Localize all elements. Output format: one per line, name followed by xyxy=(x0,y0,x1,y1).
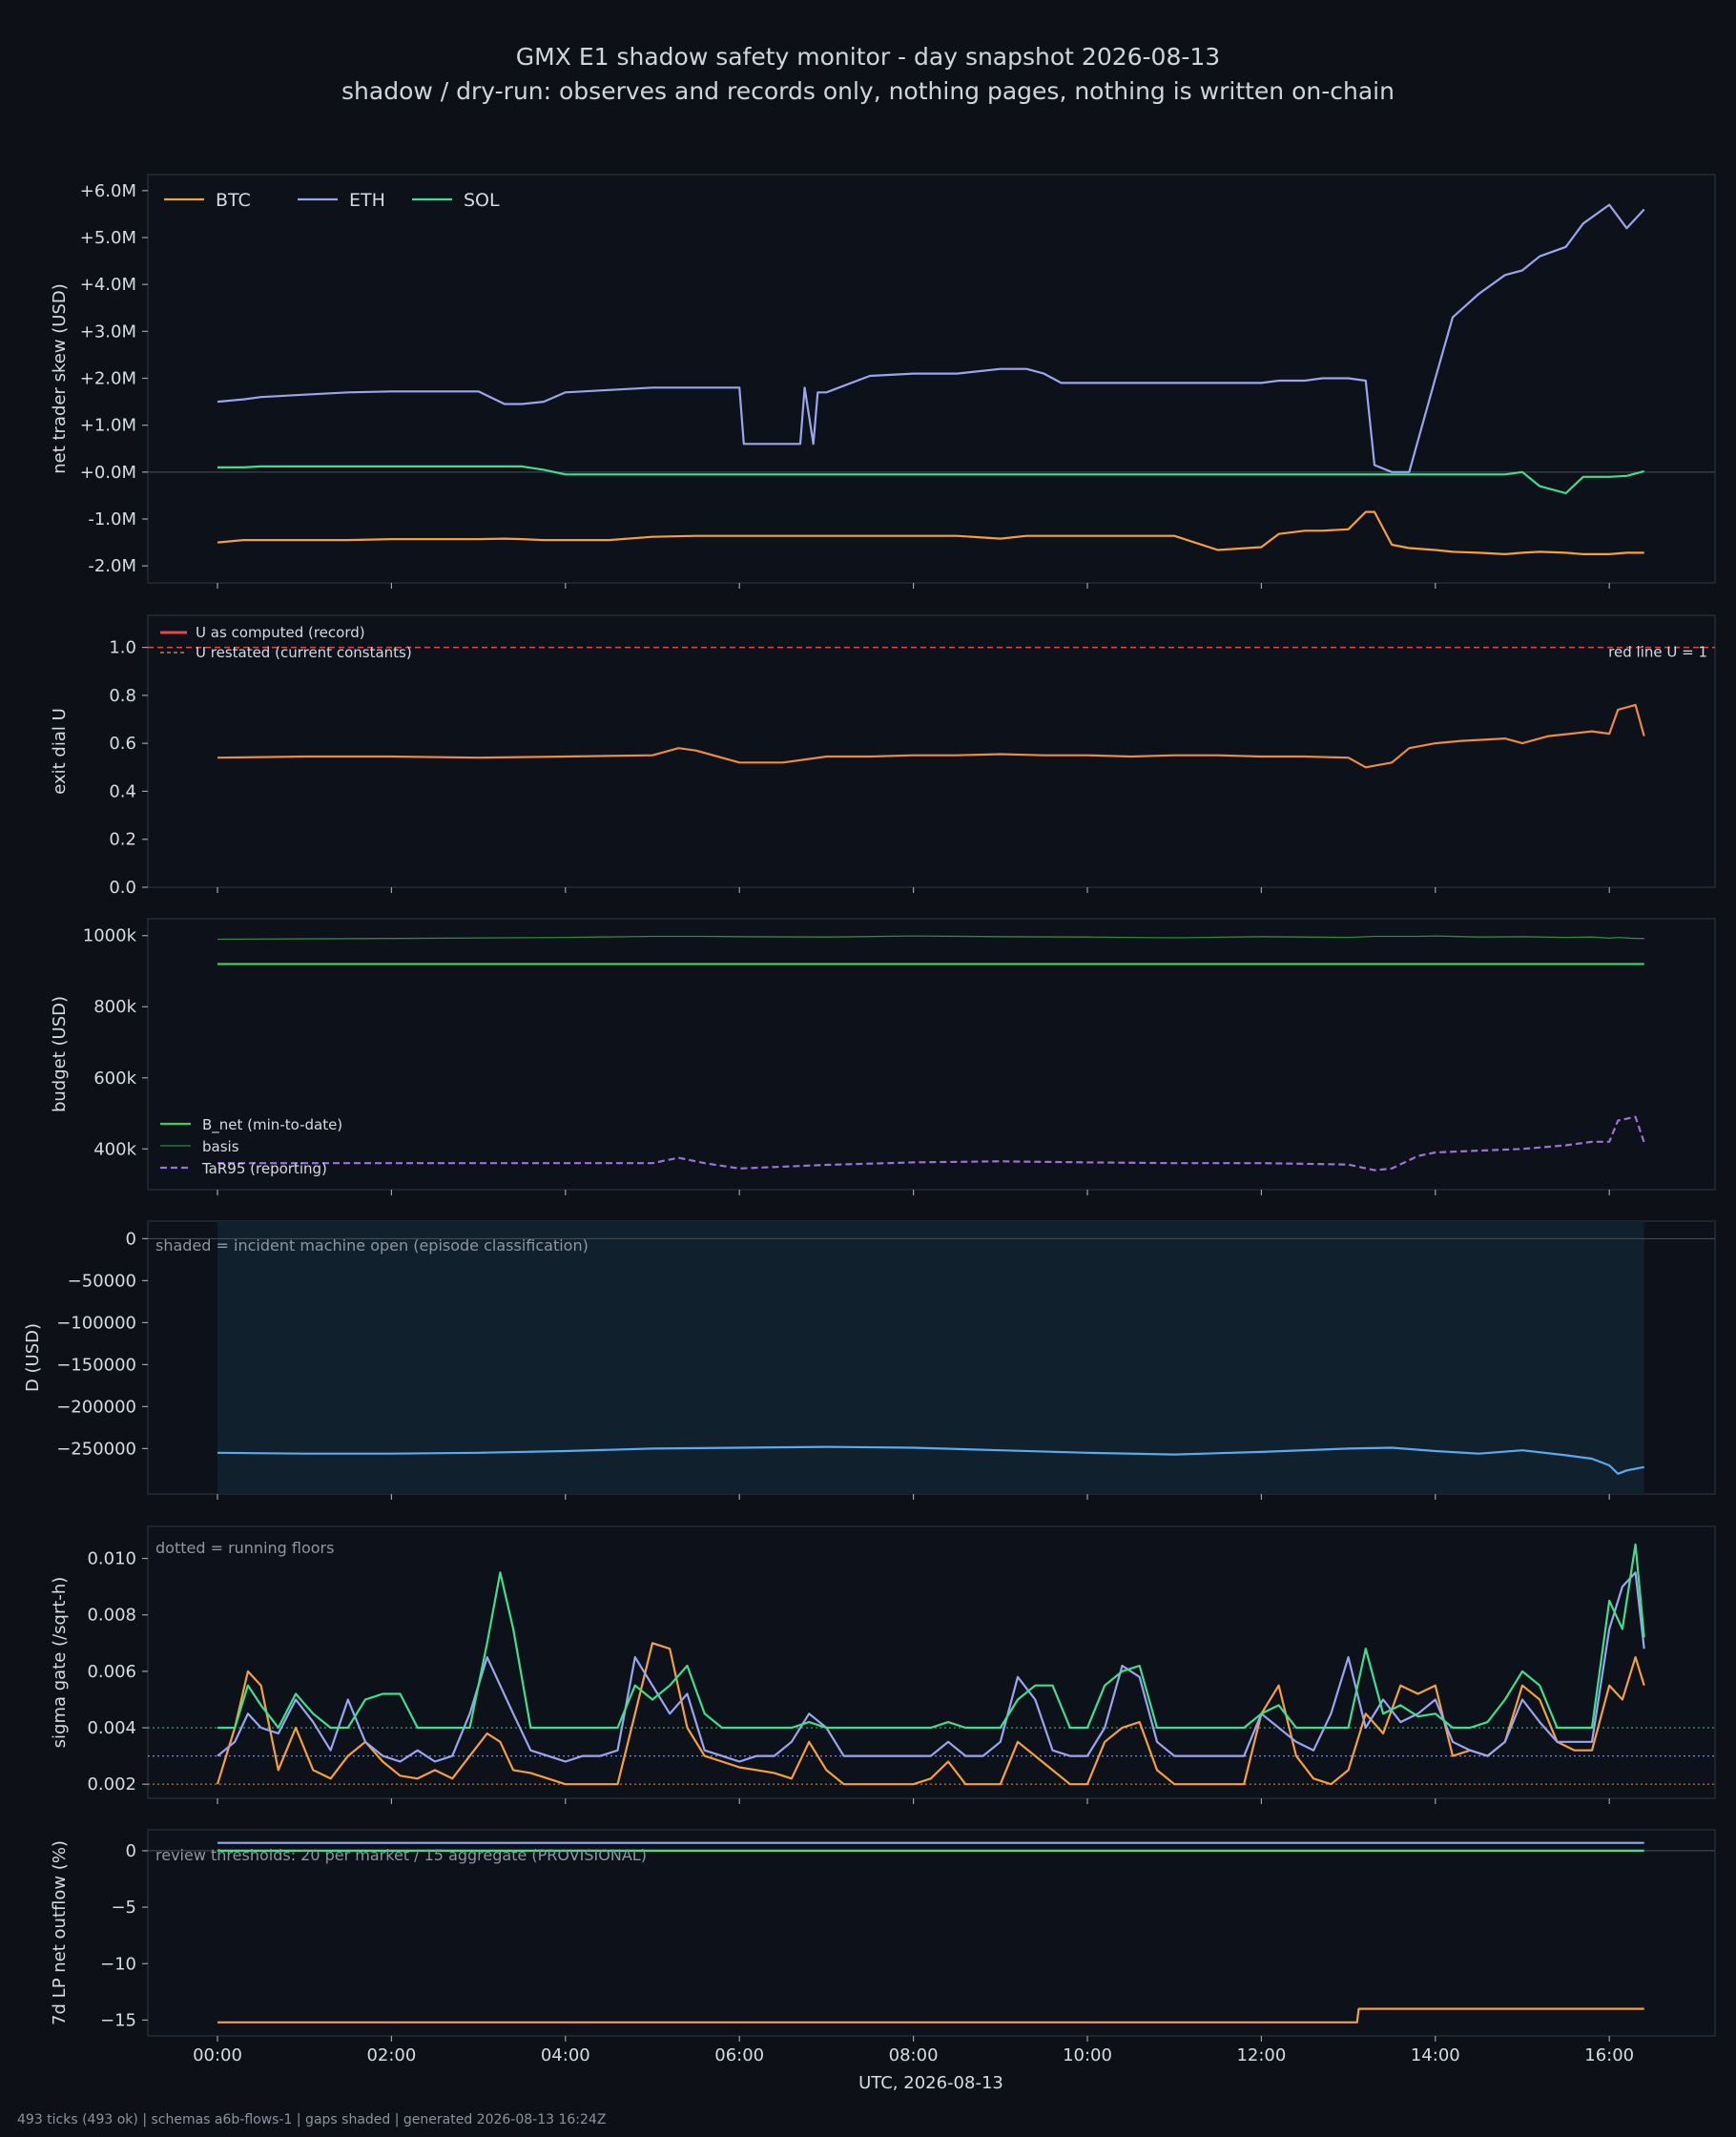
y-axis-label: D (USD) xyxy=(23,1323,43,1392)
series-sol xyxy=(217,1543,1645,1730)
y-tick-label: 0.002 xyxy=(87,1774,136,1795)
y-axis-label: net trader skew (USD) xyxy=(50,283,70,474)
y-tick-label: 0.010 xyxy=(87,1549,136,1569)
y-tick-label: 0.008 xyxy=(87,1606,136,1626)
legend-label: basis xyxy=(202,1138,239,1155)
legend-label: U as computed (record) xyxy=(196,624,365,641)
y-tick-label: +0.0M xyxy=(80,463,136,483)
note-dotted: dotted = running floors xyxy=(155,1539,334,1557)
y-tick-label: +5.0M xyxy=(80,228,136,248)
series-sol xyxy=(217,465,1644,495)
legend-label: ETH xyxy=(349,190,385,211)
panel-frame xyxy=(147,918,1716,1191)
y-axis-label: 7d LP net outflow (%) xyxy=(50,1840,70,2025)
panel-frame xyxy=(147,174,1716,584)
red-line-label: red line U = 1 xyxy=(1608,644,1707,661)
series-btc xyxy=(217,510,1644,556)
y-tick-label: 0 xyxy=(126,1841,136,1861)
note-review-thresholds: review thresholds: 20 per market / 15 ag… xyxy=(155,1846,647,1864)
y-tick-label: 0.8 xyxy=(109,686,136,706)
y-tick-label: 0.6 xyxy=(109,734,136,754)
x-tick-label: 02:00 xyxy=(366,2045,416,2065)
y-tick-label: 0 xyxy=(126,1229,136,1249)
y-tick-label: +6.0M xyxy=(80,181,136,201)
x-tick-label: 04:00 xyxy=(541,2045,590,2065)
y-tick-label: −100000 xyxy=(56,1313,136,1333)
series-eth xyxy=(217,203,1645,473)
series-btc xyxy=(216,1642,1645,1786)
y-tick-label: 0.004 xyxy=(87,1718,136,1738)
chart-title: GMX E1 shadow safety monitor - day snaps… xyxy=(515,43,1221,71)
x-tick-label: 08:00 xyxy=(889,2045,939,2065)
y-tick-label: 0.006 xyxy=(87,1662,136,1682)
y-tick-label: +1.0M xyxy=(80,416,136,436)
y-tick-label: −5 xyxy=(111,1898,136,1918)
y-tick-label: -1.0M xyxy=(88,509,136,529)
y-axis-label: budget (USD) xyxy=(50,996,70,1112)
chart-subtitle: shadow / dry-run: observes and records o… xyxy=(341,77,1395,105)
y-tick-label: 600k xyxy=(93,1068,136,1089)
chart-title-block: GMX E1 shadow safety monitor - day snaps… xyxy=(0,40,1736,109)
y-axis-label: sigma gate (/sqrt-h) xyxy=(50,1577,70,1749)
y-tick-label: 1000k xyxy=(83,926,137,946)
series-d xyxy=(217,1445,1644,1475)
x-tick-label: 14:00 xyxy=(1411,2045,1460,2065)
x-tick-label: 16:00 xyxy=(1584,2045,1634,2065)
x-tick-label: 12:00 xyxy=(1236,2045,1286,2065)
y-tick-label: 0.2 xyxy=(109,830,136,850)
y-tick-label: 400k xyxy=(93,1139,136,1159)
y-axis-label: exit dial U xyxy=(50,708,70,795)
x-axis-label: UTC, 2026-08-13 xyxy=(858,2073,1003,2093)
y-tick-label: 800k xyxy=(93,997,136,1017)
y-tick-label: +3.0M xyxy=(80,322,136,342)
x-tick-label: 00:00 xyxy=(193,2045,242,2065)
y-tick-label: −150000 xyxy=(56,1355,136,1375)
y-tick-label: 0.4 xyxy=(109,781,136,801)
y-tick-label: −10 xyxy=(100,1954,136,1974)
y-tick-label: 0.0 xyxy=(109,878,136,898)
y-tick-label: −250000 xyxy=(56,1439,136,1459)
footer-status: 493 ticks (493 ok) | schemas a6b-flows-1… xyxy=(17,2112,607,2127)
y-tick-label: 1.0 xyxy=(109,638,136,658)
legend-label: TaR95 (reporting) xyxy=(201,1160,327,1177)
y-tick-label: -2.0M xyxy=(88,556,136,576)
panel-frame xyxy=(147,614,1716,888)
series-u-as-computed-record- xyxy=(217,703,1645,769)
note-shaded: shaded = incident machine open (episode … xyxy=(155,1236,589,1255)
legend-label: BTC xyxy=(216,190,251,211)
legend-label: SOL xyxy=(464,190,500,211)
y-tick-label: −200000 xyxy=(56,1397,136,1417)
y-tick-label: +4.0M xyxy=(80,275,136,295)
y-tick-label: +2.0M xyxy=(80,369,136,389)
series-basis xyxy=(217,935,1644,941)
series-eth xyxy=(217,1571,1645,1763)
panel-frame xyxy=(147,1525,1716,1799)
legend-label: B_net (min-to-date) xyxy=(202,1116,342,1134)
y-tick-label: −15 xyxy=(100,2010,136,2030)
series-btc xyxy=(217,2007,1644,2023)
panel-frame xyxy=(147,1829,1716,2037)
y-tick-label: −50000 xyxy=(68,1271,136,1291)
legend-label: U restated (current constants) xyxy=(196,644,412,661)
x-tick-label: 10:00 xyxy=(1063,2045,1112,2065)
x-tick-label: 06:00 xyxy=(714,2045,764,2065)
